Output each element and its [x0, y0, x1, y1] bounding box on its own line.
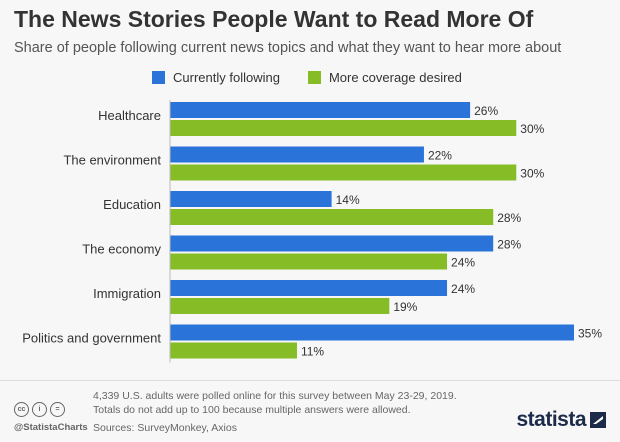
sources: Sources: SurveyMonkey, Axios	[93, 422, 237, 434]
bar-chart: Healthcare 26% 30% The environment 22% 30% Edu…	[22, 100, 602, 363]
license-icons: cc i =	[14, 402, 68, 417]
statista-wordmark: statista	[516, 408, 586, 431]
category-label-healthcare: Healthcare	[98, 108, 161, 123]
data-label-currently-following-the-economy: 28%	[497, 238, 521, 252]
bar-more-coverage-desired-education	[170, 209, 494, 225]
data-label-more-coverage-desired-the-economy: 24%	[451, 256, 475, 270]
data-label-currently-following-the-environment: 22%	[428, 149, 452, 163]
bar-more-coverage-desired-the-environment	[170, 164, 517, 181]
data-label-more-coverage-desired-education: 28%	[497, 211, 521, 225]
statista-logo[interactable]: statista	[516, 408, 606, 432]
data-label-more-coverage-desired-healthcare: 30%	[520, 122, 544, 136]
chart-subtitle: Share of people following current news t…	[14, 40, 562, 56]
data-label-currently-following-education: 14%	[336, 193, 360, 207]
data-label-currently-following-politics-and-government: 35%	[578, 327, 602, 341]
footnote-line-1: 4,339 U.S. adults were polled online for…	[93, 390, 457, 402]
statista-mark-icon	[590, 412, 606, 428]
nd-icon: =	[50, 402, 65, 417]
bar-currently-following-education	[170, 191, 332, 207]
bar-more-coverage-desired-the-economy	[170, 253, 448, 270]
category-label-education: Education	[103, 197, 161, 212]
chart-title: The News Stories People Want to Read Mor…	[14, 6, 534, 32]
bar-more-coverage-desired-healthcare	[170, 120, 517, 136]
data-label-more-coverage-desired-immigration: 19%	[393, 300, 417, 314]
bar-currently-following-the-economy	[170, 235, 494, 252]
data-label-more-coverage-desired-politics-and-government: 11%	[301, 345, 324, 359]
footer-divider	[0, 380, 620, 381]
cc-icon: cc	[14, 402, 29, 417]
data-label-currently-following-healthcare: 26%	[474, 104, 498, 118]
legend-swatch-desired	[307, 71, 321, 84]
legend-label-following: Currently following	[173, 70, 280, 85]
bar-more-coverage-desired-politics-and-government	[170, 342, 297, 359]
bar-currently-following-immigration	[170, 280, 448, 296]
footnote-line-2: Totals do not add up to 100 because mult…	[93, 404, 411, 416]
legend: Currently following More coverage desire…	[152, 70, 490, 85]
data-label-more-coverage-desired-the-environment: 30%	[520, 167, 544, 181]
legend-swatch-following	[152, 71, 165, 84]
data-label-currently-following-immigration: 24%	[451, 282, 475, 296]
legend-item-desired: More coverage desired	[307, 70, 462, 85]
legend-label-desired: More coverage desired	[328, 70, 462, 85]
bar-currently-following-the-environment	[170, 146, 424, 163]
category-label-politics-and-government: Politics and government	[22, 331, 161, 346]
bar-currently-following-politics-and-government	[170, 324, 574, 341]
category-label-the-economy: The economy	[82, 242, 161, 257]
bar-more-coverage-desired-immigration	[170, 298, 390, 314]
by-icon: i	[32, 402, 47, 417]
bar-currently-following-healthcare	[170, 102, 471, 118]
legend-item-following: Currently following	[152, 70, 280, 85]
statista-handle: @StatistaCharts	[14, 422, 88, 433]
category-label-immigration: Immigration	[93, 286, 161, 301]
category-label-the-environment: The environment	[63, 153, 161, 168]
